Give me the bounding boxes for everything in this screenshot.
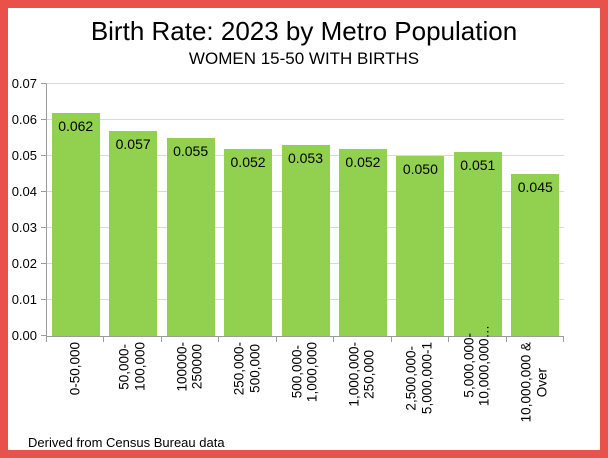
- x-tick-mark: [390, 337, 392, 342]
- y-tick-mark: [41, 119, 46, 120]
- x-category-label-line: 50,000-: [116, 343, 132, 390]
- x-category-label-line: 10,000,000 &: [518, 342, 534, 423]
- plot-area: 0.062 0.057 0.055 0.052 0.053 0.052 0.050 0.051…: [46, 83, 564, 337]
- x-tick-mark: [275, 337, 277, 342]
- y-tick-label: 0.00: [11, 328, 37, 343]
- bar-value-label: 0.052: [345, 153, 381, 170]
- x-category-label-line: 500,000-: [289, 345, 304, 399]
- bar-value-label: 0.051: [460, 157, 496, 174]
- y-tick-mark: [41, 191, 46, 192]
- bar-value-label: 0.045: [517, 179, 553, 195]
- y-axis: 0.00 0.01 0.02 0.03 0.04 0.05 0.06 0.07: [8, 76, 46, 343]
- bar-1: 0.062: [51, 112, 100, 336]
- x-category-label-line: 0-50,000: [66, 342, 82, 396]
- x-category-label-line: Over: [534, 367, 550, 397]
- x-tick-mark: [103, 337, 105, 342]
- x-tick-mark: [563, 337, 564, 342]
- y-tick-label: 0.05: [11, 148, 37, 163]
- y-tick-mark: [41, 227, 46, 228]
- x-tick-mark: [218, 337, 220, 342]
- bar-chart: 0.00 0.01 0.02 0.03 0.04 0.05 0.06 0.07 0.062 0.…: [8, 76, 600, 343]
- x-tick-mark: [333, 337, 335, 342]
- x-category-label-line: 500,000: [247, 344, 263, 394]
- bar-value-label: 0.062: [58, 117, 94, 134]
- bar-value-label: 0.053: [287, 150, 324, 167]
- bar-value-label: 0.052: [230, 153, 266, 170]
- x-category-label: 100000- 250000: [174, 342, 205, 392]
- x-category-label-line: 2,500,000-: [403, 345, 419, 411]
- x-category-label-line: 5,000,000-: [461, 333, 477, 398]
- x-category-label: 250,000- 500,000: [232, 342, 263, 395]
- y-tick-label: 0.04: [11, 184, 37, 199]
- x-category-label-line: 1,000,000-: [346, 342, 362, 407]
- x-tick-mark: [505, 337, 507, 342]
- y-tick-mark: [41, 155, 46, 156]
- x-category-label: 50,000- 100,000: [117, 342, 148, 391]
- y-tick-label: 0.03: [11, 220, 37, 235]
- y-tick-mark: [41, 335, 46, 336]
- chart-subtitle: WOMEN 15-50 WITH BIRTHS: [188, 49, 420, 68]
- x-tick-mark: [448, 337, 450, 342]
- x-category-label-line: 250,000-: [231, 342, 247, 396]
- bar-value-label: 0.055: [173, 143, 209, 159]
- source-note: Derived from Census Bureau data: [28, 435, 225, 450]
- chart-title: Birth Rate: 2023 by Metro Population: [90, 16, 518, 46]
- y-tick-mark: [41, 83, 46, 84]
- x-category-label-line: 250000: [189, 344, 205, 390]
- bar-6: 0.052: [338, 148, 387, 336]
- x-tick-mark: [160, 337, 162, 342]
- x-category-label-line: 100,000: [132, 342, 148, 391]
- y-tick-mark: [41, 263, 46, 264]
- bar-7: 0.050: [396, 156, 445, 336]
- y-tick-mark: [41, 299, 46, 300]
- x-category-label: 10,000,000 & Over: [519, 342, 550, 422]
- x-category-label-line: 10,000,000…: [476, 325, 492, 407]
- y-tick-label: 0.06: [11, 112, 37, 127]
- x-category-label-line: 1,000,000: [304, 342, 320, 403]
- bar-value-label: 0.050: [402, 161, 438, 177]
- bar-2: 0.057: [109, 130, 158, 336]
- gridline: [47, 119, 564, 120]
- bar-8: 0.051: [453, 152, 502, 336]
- y-tick-label: 0.01: [11, 292, 37, 307]
- x-category-label: 0-50,000: [67, 342, 83, 395]
- x-category-label-line: 5,000,000-1: [419, 342, 435, 415]
- x-category-label: 500,000- 1,000,000: [289, 342, 320, 402]
- x-tick-mark: [46, 337, 47, 342]
- x-category-label-line: 250,000: [361, 349, 377, 399]
- y-tick-label: 0.02: [11, 256, 37, 271]
- bar-3: 0.055: [166, 138, 215, 336]
- bar-4: 0.052: [224, 148, 273, 336]
- x-category-label: 1,000,000- 250,000: [346, 342, 377, 407]
- x-category-label: 5,000,000- 10,000,000…: [461, 325, 492, 406]
- x-axis: 0-50,000 50,000- 100,000 100000- 250000 250,0…: [46, 325, 564, 434]
- bar-5: 0.053: [281, 145, 330, 336]
- bar-9: 0.045: [511, 174, 560, 336]
- bar-value-label: 0.057: [115, 135, 151, 152]
- y-tick-label: 0.07: [11, 76, 37, 91]
- x-category-label-line: 100000-: [174, 342, 190, 392]
- x-category-label: 2,500,000- 5,000,000-1: [404, 342, 435, 414]
